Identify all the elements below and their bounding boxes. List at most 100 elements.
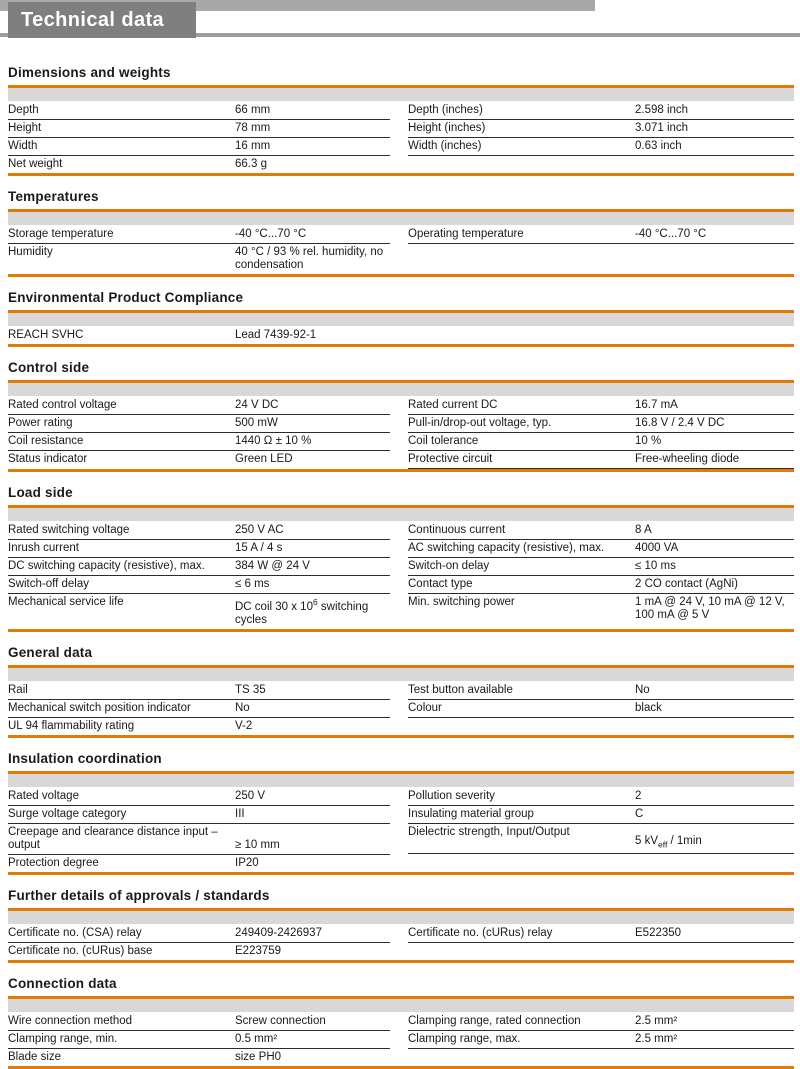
row-label: DC switching capacity (resistive), max. — [8, 560, 205, 572]
row-value: Lead 7439-92-1 — [235, 329, 317, 341]
row-label: UL 94 flammability rating — [8, 719, 135, 732]
row-value: -40 °C...70 °C — [635, 228, 707, 240]
row-label: Clamping range, rated connection — [408, 1014, 581, 1027]
table-header-strip — [8, 383, 794, 396]
row-value: No — [235, 701, 250, 714]
section-table: Rail TS 35 Mechanical switch position indi… — [8, 664, 794, 738]
row-label: AC switching capacity (resistive), max. — [408, 542, 605, 554]
table-column-left: Rail TS 35 Mechanical switch position indi… — [8, 682, 390, 735]
table-row: Rated voltage 250 V — [8, 788, 390, 806]
table-row: Creepage and clearance distance input – … — [8, 824, 390, 855]
table-column-left: REACH SVHC Lead 7439-92-1 — [8, 327, 390, 344]
row-label: Depth (inches) — [408, 104, 483, 116]
table-row: AC switching capacity (resistive), max. 4… — [408, 540, 794, 558]
row-value: DC coil 30 x 106 switching cycles — [235, 594, 390, 629]
table-row: Coil resistance 1440 Ω ± 10 % — [8, 433, 390, 451]
row-value: TS 35 — [235, 683, 266, 696]
row-label: Protection degree — [8, 856, 99, 869]
row-label: Dielectric strength, Input/Output — [408, 825, 570, 838]
table-row: Height (inches) 3.071 inch — [408, 120, 794, 138]
row-value: -40 °C...70 °C — [235, 228, 307, 240]
table-columns: Storage temperature -40 °C...70 °C Humidit… — [8, 226, 794, 274]
table-row: Min. switching power 1 mA @ 24 V, 10 mA @… — [408, 594, 794, 624]
row-value: 0.63 inch — [635, 140, 682, 152]
row-value: black — [635, 701, 662, 714]
row-label: Rail — [8, 683, 28, 696]
row-label: Rated switching voltage — [8, 524, 130, 536]
row-label: Test button available — [408, 683, 513, 696]
row-value: 0.5 mm² — [235, 1032, 278, 1045]
value-sup: 6 — [312, 597, 318, 607]
table-column-left: Storage temperature -40 °C...70 °C Humidit… — [8, 226, 390, 274]
row-value: size PH0 — [235, 1050, 282, 1063]
row-value: Green LED — [235, 453, 293, 465]
row-value: 24 V DC — [235, 399, 279, 411]
section-general-data: General data Rail TS 35 Mechanical switch p… — [8, 645, 794, 738]
row-value: 8 A — [635, 524, 652, 536]
row-value: 78 mm — [235, 122, 271, 134]
row-value: ≥ 10 mm — [235, 838, 280, 851]
table-row: Operating temperature -40 °C...70 °C — [408, 226, 794, 244]
row-value: 16.8 V / 2.4 V DC — [635, 417, 725, 429]
table-row: Storage temperature -40 °C...70 °C — [8, 226, 390, 244]
row-value: E223759 — [235, 944, 282, 957]
row-value: 500 mW — [235, 417, 278, 429]
table-row: Width 16 mm — [8, 138, 390, 156]
table-column-right: Depth (inches) 2.598 inch Height (inches) 3… — [408, 102, 794, 156]
table-row: Status indicator Green LED — [8, 451, 390, 468]
row-label: Depth — [8, 104, 39, 116]
table-row: Clamping range, max. 2.5 mm² — [408, 1031, 794, 1049]
row-value: 250 V AC — [235, 524, 284, 536]
row-value: 2.5 mm² — [635, 1032, 678, 1045]
row-label: Humidity — [8, 246, 53, 258]
row-value: 16 mm — [235, 140, 271, 152]
section-table: Wire connection method Screw connection Cl… — [8, 995, 794, 1069]
section-title: Connection data — [8, 975, 117, 991]
table-column-right: Test button available No Colour black — [408, 682, 794, 718]
table-row: Colour black — [408, 700, 794, 718]
section-environmental-product-compliance: Environmental Product Compliance REACH SV… — [8, 290, 794, 347]
section-connection-data: Connection data Wire connection method Scr… — [8, 976, 794, 1069]
table-row: Certificate no. (cURus) relay E522350 — [408, 925, 794, 943]
row-label: Pull-in/drop-out voltage, typ. — [408, 417, 552, 429]
row-label: Switch-on delay — [408, 560, 490, 572]
row-label: Rated current DC — [408, 399, 498, 411]
table-row: UL 94 flammability rating V-2 — [8, 718, 390, 735]
table-row: Contact type 2 CO contact (AgNi) — [408, 576, 794, 594]
section-title: Control side — [8, 360, 90, 375]
page-title: Technical data — [8, 2, 196, 38]
sections: Dimensions and weights Depth 66 mm Height 78… — [0, 65, 800, 1069]
row-label: Switch-off delay — [8, 578, 89, 590]
row-value: 2 — [635, 789, 642, 802]
table-column-right: Clamping range, rated connection 2.5 mm² C… — [408, 1013, 794, 1049]
table-columns: Certificate no. (CSA) relay 249409-242693… — [8, 925, 794, 960]
row-value: 5 kVeff / 1min — [635, 833, 794, 853]
table-column-right: Pollution severity 2 Insulating material g… — [408, 788, 794, 854]
table-row: Certificate no. (CSA) relay 249409-242693… — [8, 925, 390, 943]
row-value: E522350 — [635, 926, 682, 939]
row-label: Clamping range, max. — [408, 1032, 521, 1045]
table-row: Humidity 40 °C / 93 % rel. humidity, no c… — [8, 244, 390, 274]
row-value: 16.7 mA — [635, 399, 678, 411]
row-label: Min. switching power — [408, 596, 515, 608]
header-rule — [0, 33, 800, 37]
table-row: Switch-on delay ≤ 10 ms — [408, 558, 794, 576]
section-title: Insulation coordination — [8, 750, 162, 766]
table-row: REACH SVHC Lead 7439-92-1 — [8, 327, 390, 344]
table-row: Protection degree IP20 — [8, 855, 390, 872]
section-table: Rated switching voltage 250 V AC Inrush cu… — [8, 505, 794, 632]
row-label: REACH SVHC — [8, 329, 84, 341]
table-row: Rail TS 35 — [8, 682, 390, 700]
table-row: Power rating 500 mW — [8, 415, 390, 433]
row-value: 40 °C / 93 % rel. humidity, no condensat… — [235, 246, 384, 271]
table-header-strip — [8, 910, 794, 924]
table-header-strip — [8, 667, 794, 681]
section-table: Rated voltage 250 V Surge voltage category… — [8, 770, 794, 875]
row-label: Operating temperature — [408, 228, 524, 240]
section-table: Certificate no. (CSA) relay 249409-242693… — [8, 907, 794, 963]
row-label: Insulating material group — [408, 807, 534, 820]
section-insulation-coordination: Insulation coordination Rated voltage 250 … — [8, 751, 794, 875]
table-columns: Rail TS 35 Mechanical switch position indi… — [8, 682, 794, 735]
section-title: Dimensions and weights — [8, 65, 171, 80]
